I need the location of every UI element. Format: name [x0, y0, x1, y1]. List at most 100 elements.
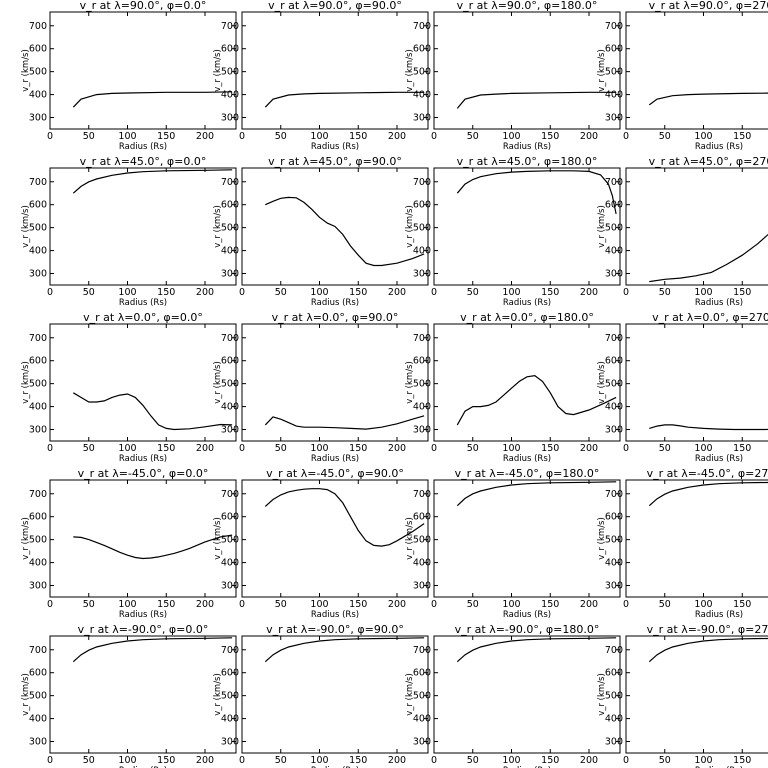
x-tick-label: 50: [275, 287, 287, 298]
y-tick-label: 500: [413, 223, 431, 234]
x-tick-label: 0: [623, 287, 629, 298]
y-tick-label: 600: [221, 356, 239, 367]
y-axis-label: v_r (km/s): [21, 361, 31, 404]
x-tick-label: 0: [623, 443, 629, 454]
y-tick-label: 500: [605, 535, 623, 546]
x-tick-label: 150: [541, 599, 559, 610]
x-axis-label: Radius (Rs): [311, 766, 359, 768]
y-tick-label: 400: [605, 90, 623, 101]
panel-title: v_r at λ=-45.0°, φ=90.0°: [266, 467, 404, 480]
y-axis-label: v_r (km/s): [405, 49, 415, 92]
x-axis-label: Radius (Rs): [695, 142, 743, 152]
plot-frame: [49, 11, 237, 130]
plot-frame: [625, 479, 768, 598]
y-tick-label: 500: [605, 67, 623, 78]
x-axis-label: Radius (Rs): [311, 142, 359, 152]
x-tick-label: 100: [502, 287, 520, 298]
x-tick-label: 100: [118, 599, 136, 610]
y-axis-label: v_r (km/s): [213, 205, 223, 248]
x-axis-label: Radius (Rs): [503, 610, 551, 620]
x-tick-label: 50: [275, 755, 287, 766]
x-axis-label: Radius (Rs): [311, 610, 359, 620]
y-tick-label: 300: [29, 425, 47, 436]
y-tick-label: 600: [413, 44, 431, 55]
x-axis-label: Radius (Rs): [311, 298, 359, 308]
x-tick-label: 150: [349, 131, 367, 142]
y-tick-label: 500: [413, 67, 431, 78]
plot-frame: [625, 167, 768, 286]
x-tick-label: 200: [196, 131, 214, 142]
y-tick-label: 600: [221, 512, 239, 523]
x-tick-label: 200: [388, 131, 406, 142]
x-tick-label: 150: [349, 599, 367, 610]
plot-frame: [241, 167, 429, 286]
series-line: [264, 488, 425, 547]
x-tick-label: 50: [275, 599, 287, 610]
y-tick-label: 400: [221, 402, 239, 413]
x-tick-label: 150: [541, 443, 559, 454]
x-tick-label: 0: [47, 287, 53, 298]
x-axis-label: Radius (Rs): [695, 454, 743, 464]
y-axis-label: v_r (km/s): [405, 205, 415, 248]
x-axis-label: Radius (Rs): [503, 142, 551, 152]
x-tick-label: 100: [694, 755, 712, 766]
plot-frame: [625, 11, 768, 130]
y-tick-label: 400: [605, 402, 623, 413]
y-tick-label: 400: [221, 558, 239, 569]
y-axis-label: v_r (km/s): [597, 673, 607, 716]
x-tick-label: 50: [659, 755, 671, 766]
plot-frame: [433, 11, 621, 130]
y-tick-label: 500: [221, 379, 239, 390]
y-tick-label: 600: [605, 44, 623, 55]
series-line: [648, 637, 768, 663]
x-tick-label: 100: [118, 287, 136, 298]
x-tick-label: 150: [157, 755, 175, 766]
series-line: [72, 637, 233, 663]
y-tick-label: 400: [221, 246, 239, 257]
y-tick-label: 700: [605, 489, 623, 500]
x-tick-label: 0: [239, 131, 245, 142]
x-tick-label: 50: [83, 599, 95, 610]
panel-title: v_r at λ=45.0°, φ=90.0°: [268, 155, 402, 168]
y-tick-label: 500: [221, 535, 239, 546]
y-tick-label: 700: [413, 489, 431, 500]
panel-title: v_r at λ=90.0°, φ=180.0°: [457, 0, 598, 12]
x-tick-label: 0: [239, 443, 245, 454]
x-tick-label: 150: [349, 443, 367, 454]
y-axis-label: v_r (km/s): [213, 49, 223, 92]
y-tick-label: 400: [29, 90, 47, 101]
series-line: [456, 481, 617, 507]
x-tick-label: 50: [659, 599, 671, 610]
panel-title: v_r at λ=-45.0°, φ=270.0°: [647, 467, 768, 480]
x-tick-label: 0: [47, 131, 53, 142]
x-tick-label: 0: [623, 755, 629, 766]
y-tick-label: 300: [221, 269, 239, 280]
x-tick-label: 150: [733, 443, 751, 454]
series-line: [264, 415, 425, 430]
x-tick-label: 200: [196, 755, 214, 766]
x-tick-label: 100: [694, 287, 712, 298]
series-line: [73, 534, 233, 560]
y-tick-label: 300: [29, 113, 47, 124]
y-tick-label: 600: [605, 356, 623, 367]
y-tick-label: 700: [413, 645, 431, 656]
series-line: [648, 92, 768, 106]
y-tick-label: 300: [413, 425, 431, 436]
x-tick-label: 200: [196, 287, 214, 298]
x-tick-label: 50: [83, 287, 95, 298]
x-tick-label: 200: [196, 443, 214, 454]
y-tick-label: 600: [605, 200, 623, 211]
y-tick-label: 600: [29, 668, 47, 679]
x-tick-label: 100: [502, 755, 520, 766]
x-tick-label: 150: [541, 287, 559, 298]
y-tick-label: 700: [605, 21, 623, 32]
y-tick-label: 700: [413, 177, 431, 188]
y-tick-label: 400: [29, 558, 47, 569]
y-tick-label: 400: [605, 714, 623, 725]
